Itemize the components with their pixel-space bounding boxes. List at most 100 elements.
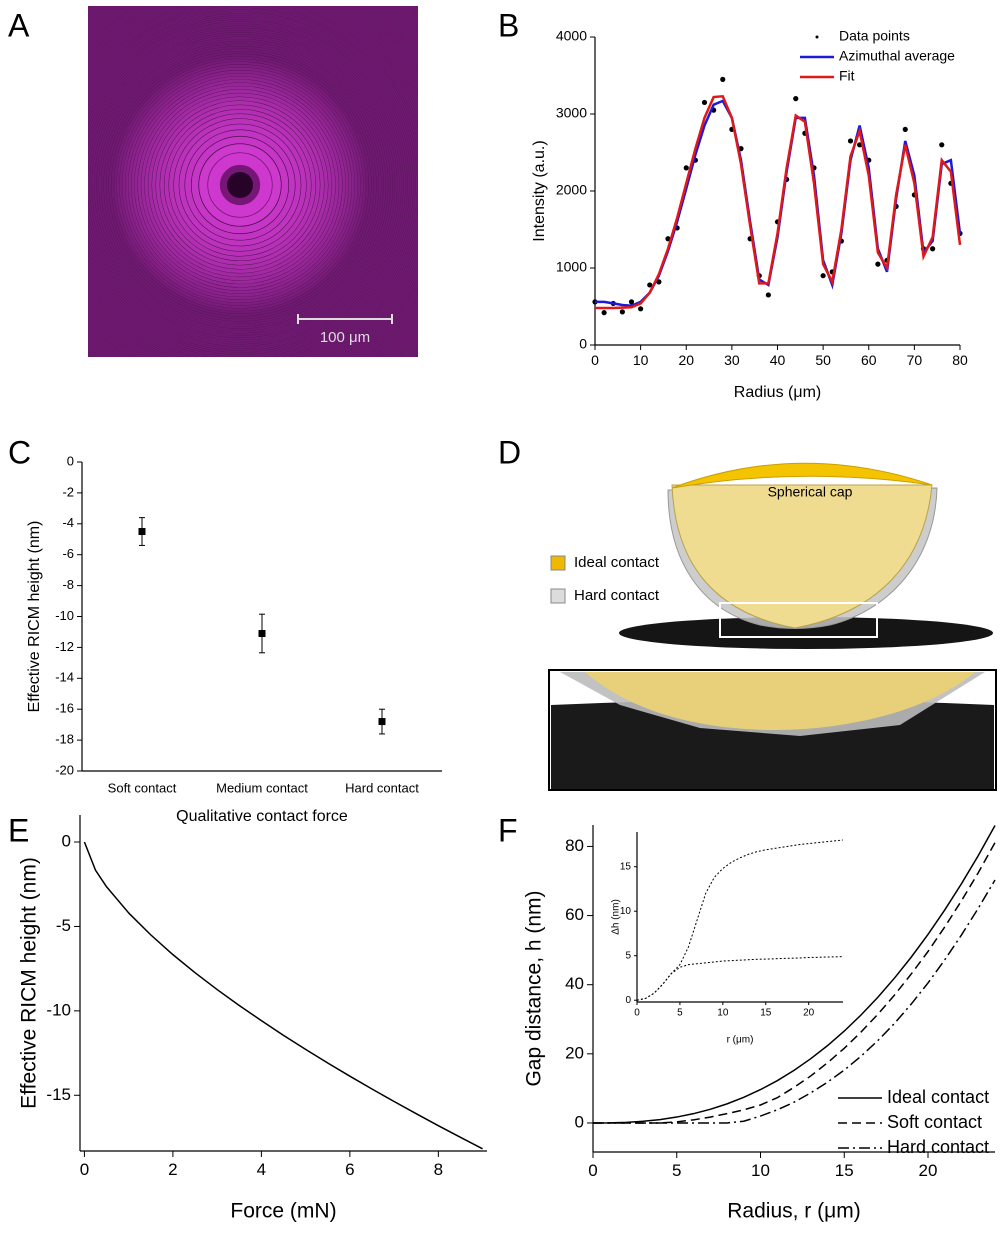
- y-axis-label: Intensity (a.u.): [531, 140, 548, 241]
- y-tick-label: -5: [56, 916, 71, 935]
- ring: [208, 153, 272, 217]
- y-tick-label: 2000: [556, 182, 587, 198]
- ring: [152, 97, 328, 273]
- data-point: [638, 306, 644, 312]
- legend-label: Hard contact: [574, 587, 660, 604]
- ring: [88, 32, 393, 338]
- y-tick-label: -4: [62, 515, 74, 530]
- scale-bar-label: 100 μm: [320, 329, 370, 346]
- x-tick-label: 10: [717, 1008, 729, 1019]
- ring: [88, 15, 410, 355]
- data-point: [138, 528, 146, 536]
- ring: [94, 39, 386, 331]
- ring: [103, 48, 377, 322]
- ring: [108, 53, 372, 317]
- data-line: [595, 94, 962, 310]
- ring: [125, 70, 355, 300]
- ring: [88, 25, 400, 345]
- x-tick-label: Hard contact: [345, 780, 419, 795]
- x-axis-label: Radius (μm): [734, 384, 821, 401]
- x-tick-label: 20: [678, 352, 694, 368]
- panel-label: A: [8, 7, 30, 43]
- ring: [91, 36, 389, 334]
- ring: [88, 7, 418, 357]
- data-point: [701, 99, 708, 106]
- y-tick-label: 60: [565, 905, 584, 924]
- x-tick-label: 30: [724, 352, 740, 368]
- ring-center: [227, 172, 253, 198]
- legend-symbol: [815, 35, 819, 39]
- ring: [106, 51, 374, 319]
- x-tick-label: 10: [751, 1161, 770, 1180]
- x-tick-label: 50: [815, 352, 831, 368]
- ring: [122, 67, 358, 303]
- ring: [88, 6, 418, 357]
- ring: [134, 79, 346, 291]
- y-tick-label: -6: [62, 546, 74, 561]
- ring: [116, 61, 364, 309]
- zoom-ideal-cap: [585, 672, 975, 730]
- panel-label: D: [498, 434, 521, 470]
- data-point: [378, 718, 386, 726]
- y-axis-label: Effective RICM height (nm): [26, 521, 43, 713]
- ring: [191, 136, 289, 234]
- panel-label: F: [498, 812, 518, 848]
- ring: [111, 56, 369, 314]
- ring: [88, 28, 397, 342]
- ring: [141, 86, 339, 284]
- ricm-image: [88, 6, 418, 357]
- ring: [89, 34, 391, 336]
- legend-label: Data points: [839, 28, 910, 44]
- substrate: [619, 617, 993, 649]
- ring: [88, 23, 402, 347]
- x-tick-label: 70: [907, 352, 923, 368]
- y-tick-label: -14: [55, 670, 74, 685]
- x-tick-label: 10: [633, 352, 649, 368]
- cap-label: Spherical cap: [768, 484, 853, 500]
- ring: [88, 30, 395, 340]
- data-line: [636, 839, 844, 1001]
- contact-diagram: Spherical cap Ideal contact Hard contact: [548, 462, 997, 791]
- x-tick-label: 0: [588, 1161, 597, 1180]
- data-point: [793, 96, 799, 102]
- ring: [88, 17, 408, 353]
- y-tick-label: -8: [62, 577, 74, 592]
- x-tick-label: 20: [919, 1161, 938, 1180]
- y-tick-label: 1000: [556, 259, 587, 275]
- zoom-box: [719, 602, 878, 638]
- x-tick-label: Soft contact: [108, 780, 177, 795]
- ring: [164, 109, 316, 261]
- x-tick-label: 5: [677, 1008, 683, 1019]
- y-tick-label: 0: [575, 1112, 584, 1131]
- ring: [88, 19, 406, 351]
- y-tick-label: 0: [67, 453, 74, 468]
- x-tick-label: 15: [760, 1008, 772, 1019]
- x-axis-label: r (μm): [727, 1035, 754, 1046]
- legend-swatch: [550, 555, 566, 571]
- legend-label: Fit: [839, 68, 855, 84]
- legend-swatch: [550, 588, 566, 604]
- data-point: [258, 629, 266, 637]
- x-tick-label: 60: [861, 352, 877, 368]
- y-tick-label: 3000: [556, 105, 587, 121]
- ring: [173, 118, 307, 252]
- ring: [119, 64, 361, 306]
- legend-label: Soft contact: [887, 1112, 982, 1132]
- ring: [88, 13, 412, 357]
- ring: [88, 21, 404, 349]
- ring: [168, 113, 312, 257]
- data-line: [593, 842, 996, 1124]
- panel-label: E: [8, 812, 29, 848]
- ring: [96, 41, 384, 329]
- x-tick-label: 20: [803, 1008, 815, 1019]
- y-tick-label: 80: [565, 836, 584, 855]
- data-point: [647, 282, 653, 288]
- x-tick-label: 15: [835, 1161, 854, 1180]
- y-tick-label: 0: [625, 995, 631, 1006]
- y-tick-label: 10: [620, 906, 632, 917]
- y-tick-label: -10: [46, 1000, 71, 1019]
- data-line: [83, 841, 483, 1150]
- y-tick-label: 40: [565, 974, 584, 993]
- ring: [137, 82, 343, 288]
- y-tick-label: 0: [579, 336, 587, 352]
